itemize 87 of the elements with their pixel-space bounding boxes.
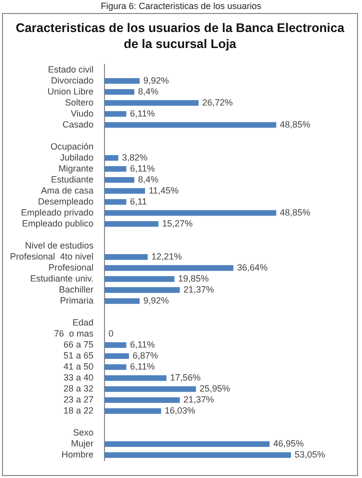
y-tick-label: Nivel de estudios bbox=[25, 240, 94, 250]
data-label: 6,11% bbox=[130, 362, 155, 372]
y-tick-label: Casado bbox=[62, 119, 94, 130]
y-tick-label: Empleado publico bbox=[22, 218, 94, 228]
data-label: 11,45% bbox=[148, 185, 179, 196]
data-label: 53,05% bbox=[294, 450, 326, 460]
data-label: 6,11% bbox=[130, 163, 155, 174]
bar bbox=[104, 342, 126, 348]
y-tick-label: Estudiante univ. bbox=[30, 273, 94, 284]
data-label: 6,87% bbox=[132, 350, 158, 361]
data-label: 17,56% bbox=[170, 372, 201, 383]
text: Figura 6: Caracteristicas de los usuarios bbox=[100, 0, 262, 12]
bar bbox=[104, 254, 148, 260]
bar bbox=[104, 386, 196, 392]
bar bbox=[104, 276, 175, 282]
bar bbox=[104, 155, 118, 161]
y-tick-label: Estado civil bbox=[48, 64, 94, 74]
bar bbox=[104, 375, 166, 381]
bar bbox=[104, 287, 180, 293]
data-label: 21,37% bbox=[184, 284, 214, 294]
bar bbox=[104, 166, 126, 172]
data-label: 48,85% bbox=[280, 207, 310, 218]
y-tick-label: Profesional bbox=[48, 262, 94, 272]
data-label: 12,21% bbox=[151, 251, 182, 262]
y-tick-label: Soltero bbox=[65, 97, 94, 108]
y-tick-label: Ama de casa bbox=[41, 185, 94, 196]
data-label: 3,82% bbox=[122, 152, 148, 162]
data-label: 16,03% bbox=[164, 406, 196, 416]
data-label: 8,4% bbox=[138, 174, 159, 184]
y-tick-label: 66 a 75 bbox=[64, 340, 94, 350]
y-tick-label: Estudiante bbox=[51, 174, 94, 184]
y-tick-label: Desempleado bbox=[38, 196, 94, 206]
bar bbox=[104, 177, 134, 183]
bar bbox=[104, 452, 291, 458]
bar bbox=[104, 353, 129, 359]
data-label: 25,95% bbox=[200, 384, 230, 394]
y-tick-label: Divorciado bbox=[51, 75, 94, 86]
data-label: 6,11% bbox=[130, 108, 155, 118]
data-label: 0 bbox=[108, 328, 114, 339]
bar bbox=[104, 298, 140, 304]
bar bbox=[104, 111, 126, 117]
data-label: 36,64% bbox=[237, 262, 268, 272]
data-label: 48,85% bbox=[280, 119, 310, 130]
chart-title: Caracteristicas de los usuarios de la Banca Electronica de la sucursal Loja bbox=[15, 20, 345, 52]
y-tick-label: Viudo bbox=[70, 108, 94, 118]
y-tick-label: Empleado privado bbox=[21, 207, 94, 218]
bar bbox=[104, 100, 199, 106]
data-label: 6,11% bbox=[130, 340, 155, 350]
y-tick-label: Jubilado bbox=[60, 152, 94, 162]
bar bbox=[104, 265, 234, 271]
bar bbox=[104, 89, 134, 95]
data-label: 9,92% bbox=[143, 296, 169, 306]
y-tick-label: 28 a 32 bbox=[64, 384, 94, 394]
y-tick-label: 23 a 27 bbox=[64, 394, 94, 405]
y-tick-label: Migrante bbox=[58, 163, 94, 174]
data-label: 26,72% bbox=[202, 97, 233, 108]
y-tick-label: Profesional 4to nivel bbox=[10, 251, 94, 262]
bar bbox=[104, 441, 270, 447]
data-label: 15,27% bbox=[162, 218, 193, 228]
bar bbox=[104, 397, 180, 403]
y-tick-label: Mujer bbox=[71, 438, 94, 449]
bar bbox=[104, 408, 162, 414]
y-tick-label: 76 o mas bbox=[54, 328, 94, 339]
y-tick-label: 33 a 40 bbox=[64, 372, 94, 383]
data-label: 6,11 bbox=[130, 196, 147, 206]
y-tick-label: 51 a 65 bbox=[64, 350, 94, 361]
data-label: 21,37% bbox=[184, 394, 214, 405]
bar bbox=[104, 122, 276, 128]
bar bbox=[104, 210, 276, 216]
bar bbox=[104, 364, 126, 370]
data-label: 8,4% bbox=[138, 86, 159, 96]
y-tick-label: Ocupación bbox=[50, 141, 94, 152]
bar bbox=[104, 188, 146, 194]
y-tick-label: Edad bbox=[72, 318, 94, 328]
data-label: 9,92% bbox=[143, 75, 169, 86]
data-label: 46,95% bbox=[273, 438, 304, 449]
y-tick-label: Hombre bbox=[62, 450, 94, 460]
bar bbox=[104, 78, 140, 84]
y-tick-label: Bachiller bbox=[59, 284, 94, 294]
y-tick-label: 41 a 50 bbox=[64, 362, 94, 372]
y-tick-label: 18 a 22 bbox=[64, 406, 94, 416]
y-tick-label: Primaria bbox=[60, 296, 94, 306]
y-tick-label: Union Libre bbox=[48, 86, 94, 96]
bar bbox=[104, 221, 158, 227]
y-tick-label: Sexo bbox=[73, 428, 94, 438]
data-label: 19,85% bbox=[178, 273, 209, 284]
bar bbox=[104, 199, 126, 205]
